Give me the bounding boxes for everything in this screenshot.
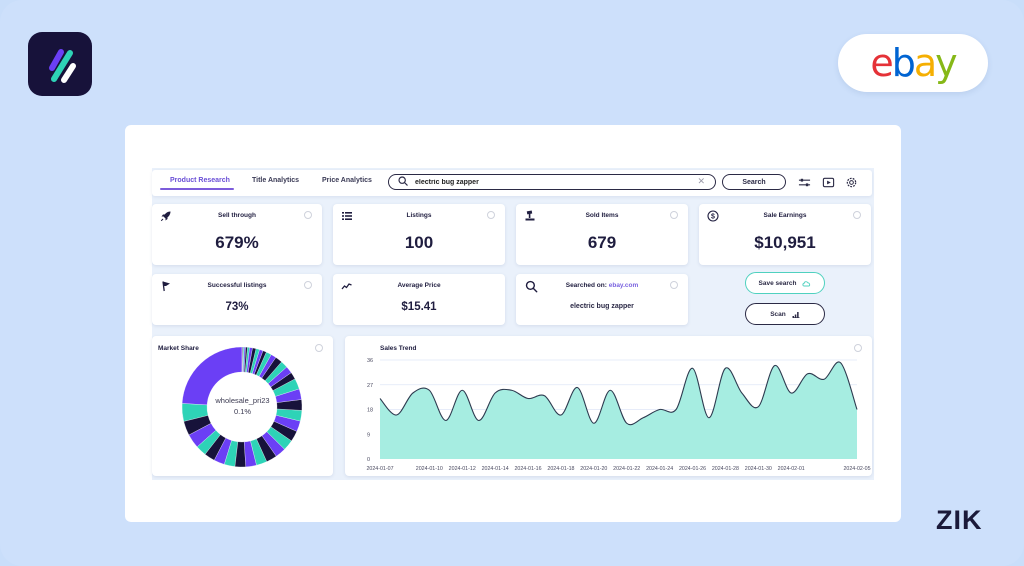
search-input[interactable] (415, 176, 685, 188)
y-tick-label: 27 (367, 383, 373, 389)
x-tick-label: 2024-01-28 (712, 466, 739, 472)
stat-value: $15.41 (401, 301, 437, 313)
stat-card-successful-listings: Successful listings 73% (152, 274, 322, 325)
stat-card-sell-through: Sell through 679% (152, 204, 322, 265)
ebay-letter-y: y (935, 41, 957, 85)
flag-icon (162, 281, 170, 292)
stat-value: $10,951 (754, 233, 816, 252)
trend-line-icon (341, 283, 352, 290)
sales-trend-panel: Sales Trend 0 9 18 27 36 2024-01-07 2024-01-10… (345, 336, 872, 476)
stat-title: Listings (406, 212, 432, 219)
top-navigation-bar: Product Research Title Analytics Price A… (152, 170, 872, 196)
ebay-letter-b: b (891, 41, 916, 85)
y-tick-label: 18 (367, 408, 373, 414)
gavel-icon (525, 210, 535, 221)
dollar-circle-icon: $ (707, 210, 719, 222)
searched-on-card: Searched on: ebay.com electric bug zappe… (516, 274, 688, 325)
searched-query: electric bug zapper (570, 303, 634, 310)
y-tick-label: 36 (367, 358, 373, 364)
donut-center-value: 0.1% (233, 407, 252, 416)
video-play-icon[interactable] (822, 176, 835, 189)
searched-on-site-link[interactable]: ebay.com (608, 282, 639, 289)
stat-card-sold-items: Sold Items 679 (516, 204, 688, 265)
help-icon[interactable] (854, 344, 862, 352)
tab-price-analytics[interactable]: Price Analytics (322, 177, 372, 184)
stat-value: 679 (587, 233, 617, 252)
save-search-button[interactable]: Save search (745, 272, 825, 294)
ebay-logo: ebay (870, 41, 957, 85)
help-icon[interactable] (304, 211, 312, 219)
stat-card-listings: Listings 100 (333, 204, 505, 265)
stat-value: 679% (215, 233, 259, 252)
x-tick-label: 2024-01-10 (416, 466, 443, 472)
x-tick-label: 2024-01-07 (366, 466, 393, 472)
signal-bars-icon (792, 311, 800, 318)
help-icon[interactable] (304, 281, 312, 289)
active-tab-indicator (160, 188, 234, 190)
stat-title: Successful listings (207, 282, 267, 289)
zik-watermark: ZIK (936, 505, 983, 535)
list-icon (342, 212, 352, 220)
stat-title: Sell through (218, 212, 256, 219)
market-share-panel: Market Share wholesale_pri23 0.1% (152, 336, 333, 476)
tab-product-research[interactable]: Product Research (170, 177, 230, 184)
scan-button[interactable]: Scan (745, 303, 825, 325)
help-icon[interactable] (853, 211, 861, 219)
sales-trend-area-chart[interactable]: 0 9 18 27 36 2024-01-07 2024-01-10 2024-01-12 20… (345, 336, 872, 476)
ebay-logo-badge: ebay (838, 34, 988, 92)
ebay-letter-e: e (870, 41, 893, 85)
sales-trend-title: Sales Trend (380, 345, 417, 352)
market-share-title: Market Share (158, 345, 199, 352)
x-tick-label: 2024-02-01 (778, 466, 805, 472)
filter-sliders-icon[interactable] (798, 176, 811, 189)
gear-icon[interactable] (845, 176, 858, 189)
save-search-label: Save search (758, 279, 797, 287)
market-share-donut-chart[interactable] (180, 345, 304, 469)
ebay-letter-a: a (913, 41, 937, 85)
app-logo (28, 32, 92, 96)
help-icon[interactable] (670, 211, 678, 219)
searched-on-label: Searched on: (565, 282, 607, 289)
x-tick-label: 2024-01-20 (580, 466, 607, 472)
x-tick-label: 2024-01-18 (547, 466, 574, 472)
scan-label: Scan (770, 310, 786, 318)
x-tick-label: 2024-01-14 (482, 466, 509, 472)
search-icon (398, 176, 408, 186)
x-tick-label: 2024-01-16 (514, 466, 541, 472)
clear-search-icon[interactable]: ✕ (697, 176, 705, 186)
x-tick-label: 2024-01-24 (646, 466, 673, 472)
searched-on-title: Searched on: ebay.com (516, 282, 688, 289)
search-icon (525, 280, 538, 293)
trend-line (379, 361, 858, 426)
x-tick-label: 2024-01-26 (679, 466, 706, 472)
help-icon[interactable] (315, 344, 323, 352)
search-box: ✕ (388, 174, 716, 190)
search-button[interactable]: Search (722, 174, 786, 190)
cloud-save-icon (802, 280, 811, 286)
tab-title-analytics[interactable]: Title Analytics (252, 177, 300, 184)
stat-card-sale-earnings: $ Sale Earnings $10,951 (699, 204, 871, 265)
donut-center-label: wholesale_pri23 (215, 396, 270, 405)
x-tick-label: 2024-01-30 (745, 466, 772, 472)
stat-value: 73% (225, 301, 249, 313)
y-tick-label: 0 (367, 457, 370, 463)
stat-card-average-price: Average Price $15.41 (333, 274, 505, 325)
y-tick-label: 9 (367, 432, 370, 438)
x-tick-label: 2024-02-05 (843, 466, 870, 472)
stat-title: Average Price (397, 282, 441, 289)
x-tick-label: 2024-01-22 (613, 466, 640, 472)
stat-value: 100 (404, 233, 434, 252)
rocket-icon (160, 211, 171, 222)
help-icon[interactable] (670, 281, 678, 289)
stat-title: Sold Items (585, 212, 619, 219)
x-tick-label: 2024-01-12 (449, 466, 476, 472)
help-icon[interactable] (487, 211, 495, 219)
stat-title: Sale Earnings (763, 212, 807, 219)
zik-logo-icon (49, 49, 76, 83)
svg-text:$: $ (711, 214, 715, 221)
